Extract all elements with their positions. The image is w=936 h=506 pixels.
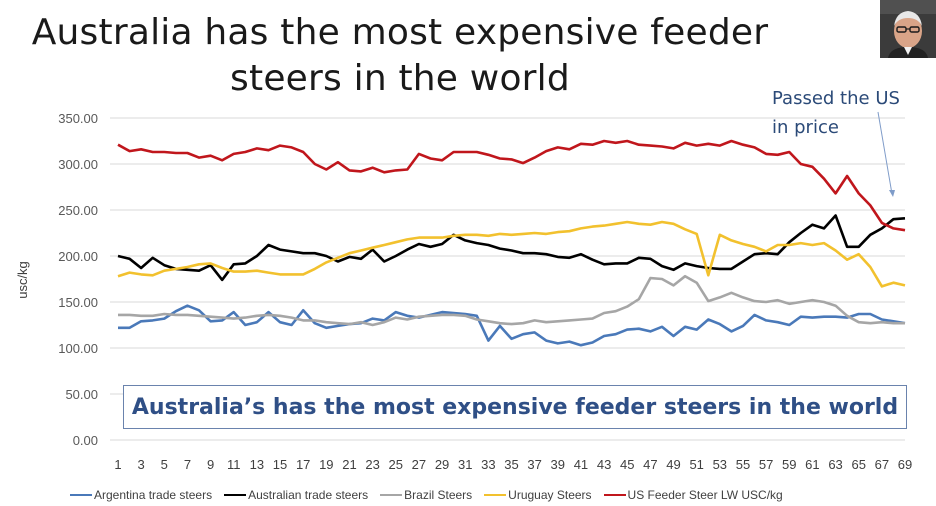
x-tick-label: 33 (481, 457, 495, 472)
x-tick-label: 59 (782, 457, 796, 472)
y-tick-label: 200.00 (58, 249, 98, 264)
y-tick-label: 0.00 (73, 433, 98, 448)
legend-item: Australian trade steers (224, 488, 368, 502)
x-tick-label: 51 (689, 457, 703, 472)
series-line-argentina-trade-steers (118, 304, 906, 347)
y-axis-tick-labels: 0.00 50.00 100.00 150.00 200.00 250.00 300.00 3… (58, 111, 98, 448)
series-line-australian-trade-steers (117, 214, 906, 282)
x-tick-label: 25 (389, 457, 403, 472)
annotation-arrow (877, 111, 893, 195)
x-tick-label: 3 (138, 457, 145, 472)
legend-label: Brazil Steers (404, 488, 473, 502)
legend-label: Argentina trade steers (94, 488, 213, 502)
x-tick-label: 11 (227, 457, 241, 472)
presenter-webcam-thumbnail (880, 0, 936, 58)
x-tick-label: 45 (620, 457, 634, 472)
annotation-line-1: Passed the US (772, 88, 900, 109)
x-tick-label: 27 (412, 457, 426, 472)
legend-swatch (224, 494, 247, 496)
y-tick-label: 150.00 (58, 295, 98, 310)
x-tick-label: 5 (161, 457, 168, 472)
y-tick-label: 350.00 (58, 111, 98, 126)
callout-text: Australia’s has the most expensive feede… (131, 394, 899, 420)
x-tick-label: 15 (273, 457, 287, 472)
x-tick-label: 23 (365, 457, 379, 472)
x-tick-label: 1 (114, 457, 121, 472)
x-tick-label: 39 (551, 457, 565, 472)
legend-label: Australian trade steers (248, 488, 369, 502)
series-lines (117, 139, 906, 347)
x-tick-label: 21 (342, 457, 356, 472)
x-tick-label: 35 (504, 457, 518, 472)
x-tick-label: 29 (435, 457, 449, 472)
x-tick-label: 47 (643, 457, 657, 472)
x-tick-label: 41 (574, 457, 588, 472)
x-tick-label: 63 (828, 457, 842, 472)
x-tick-label: 31 (458, 457, 472, 472)
x-tick-label: 37 (527, 457, 541, 472)
x-tick-label: 9 (207, 457, 214, 472)
legend-item: Brazil Steers (380, 488, 472, 502)
x-tick-label: 61 (805, 457, 819, 472)
chart-legend: Argentina trade steers Australian trade s… (70, 486, 930, 504)
x-tick-label: 55 (736, 457, 750, 472)
legend-item: Argentina trade steers (70, 488, 212, 502)
series-line-brazil-steers (118, 274, 905, 327)
legend-swatch (484, 494, 507, 496)
y-tick-label: 250.00 (58, 203, 98, 218)
series-line-us-feeder-steer-lw-usc-kg (117, 139, 906, 232)
chart-title-line-2: steers in the world (230, 58, 570, 99)
x-tick-label: 13 (250, 457, 264, 472)
x-tick-label: 57 (759, 457, 773, 472)
legend-label: US Feeder Steer LW USC/kg (627, 488, 783, 502)
legend-swatch (380, 494, 403, 496)
y-tick-label: 100.00 (58, 341, 98, 356)
x-axis-tick-labels: 1 3 5 7 9 11 13 15 17 19 21 23 25 27 29 31 33 35 37 39 41 43 4… (114, 457, 912, 472)
y-tick-label: 300.00 (58, 157, 98, 172)
x-tick-label: 43 (597, 457, 611, 472)
callout-box: Australia’s has the most expensive feede… (123, 385, 907, 429)
x-tick-label: 49 (666, 457, 680, 472)
legend-swatch (603, 494, 626, 496)
y-axis-label: usc/kg (15, 261, 30, 299)
series-line-uruguay-steers (117, 220, 906, 288)
legend-item: Uruguay Steers (484, 488, 592, 502)
y-tick-label: 50.00 (65, 387, 98, 402)
x-tick-label: 19 (319, 457, 333, 472)
annotation-arrowhead (889, 190, 895, 197)
annotation-line-2: in price (772, 117, 839, 138)
x-tick-label: 7 (184, 457, 191, 472)
legend-label: Uruguay Steers (508, 488, 592, 502)
x-tick-label: 65 (851, 457, 865, 472)
x-tick-label: 67 (875, 457, 889, 472)
x-tick-label: 53 (713, 457, 727, 472)
chart-title-line-1: Australia has the most expensive feeder (31, 12, 769, 53)
annotation-passed-us: Passed the US in price (772, 84, 932, 142)
x-tick-label: 69 (898, 457, 912, 472)
x-tick-label: 17 (296, 457, 310, 472)
legend-swatch (70, 494, 92, 496)
legend-item: US Feeder Steer LW USC/kg (603, 488, 783, 502)
